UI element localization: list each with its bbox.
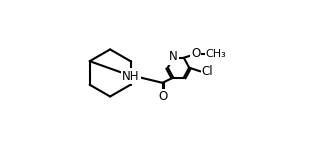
- Text: O: O: [191, 47, 200, 60]
- Text: N: N: [169, 50, 178, 64]
- Text: NH: NH: [122, 69, 140, 83]
- Text: Cl: Cl: [202, 65, 213, 78]
- Text: O: O: [158, 90, 167, 103]
- Text: CH₃: CH₃: [206, 49, 226, 59]
